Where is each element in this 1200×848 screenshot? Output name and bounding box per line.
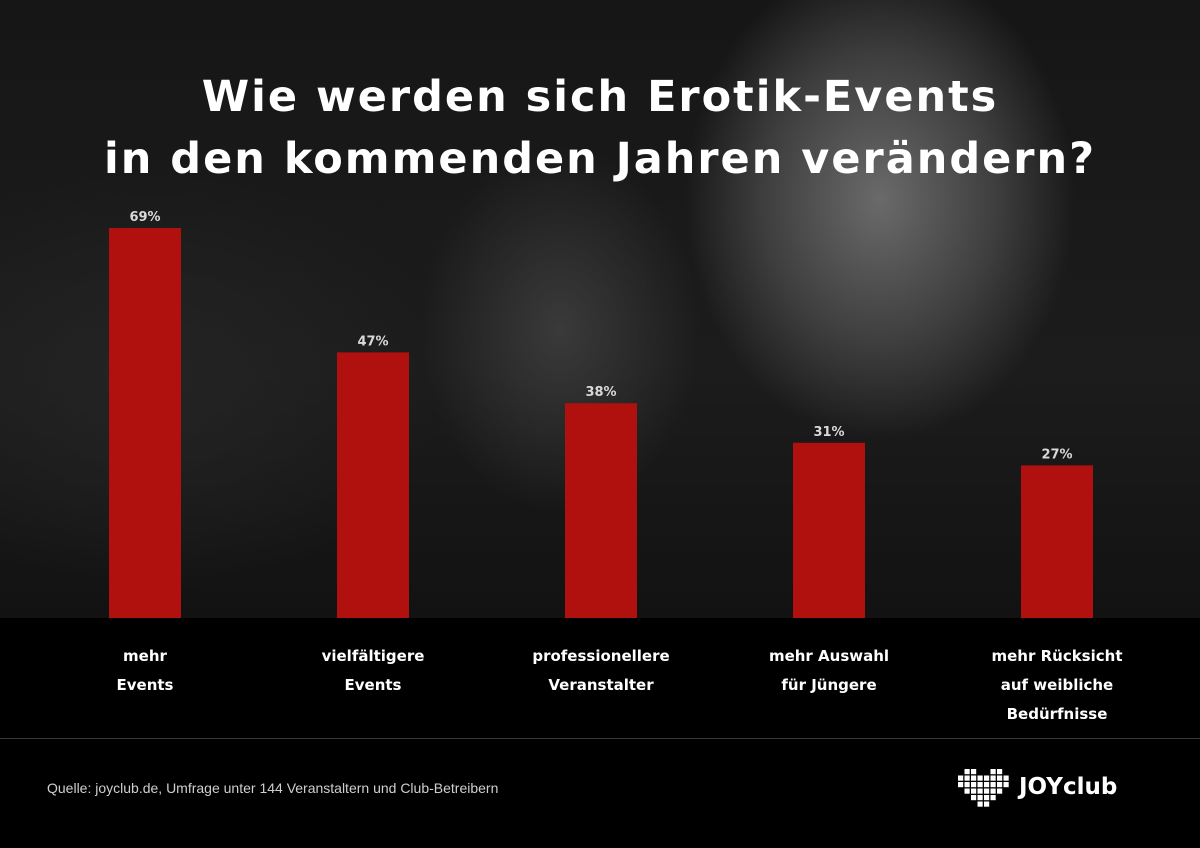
bar-chart: 69% mehr Events 47% vielfältigere Events 38% pr…: [109, 210, 1123, 723]
heart-dot: [984, 782, 990, 788]
value-label-5: 27%: [1041, 447, 1072, 462]
footer-divider: [0, 738, 1200, 739]
heart-dot: [971, 782, 977, 788]
bar-5: [1021, 465, 1093, 618]
chart-title-line-1: Wie werden sich Erotik-Events: [201, 72, 999, 122]
heart-dot: [958, 775, 964, 781]
heart-dot: [984, 788, 990, 794]
heart-dot: [997, 782, 1003, 788]
heart-dot: [990, 775, 996, 781]
category-label-5-line-2: auf weibliche: [1001, 676, 1114, 694]
heart-dots-icon: [958, 769, 1009, 807]
heart-dot: [1003, 782, 1009, 788]
heart-dot: [971, 788, 977, 794]
heart-dot: [984, 801, 990, 807]
heart-dot: [990, 782, 996, 788]
chart-title-line-2: in den kommenden Jahren verändern?: [103, 134, 1097, 184]
heart-dot: [977, 775, 983, 781]
category-label-1-line-2: Events: [117, 676, 174, 694]
heart-dot: [977, 788, 983, 794]
heart-dot: [971, 775, 977, 781]
category-label-5-line-1: mehr Rücksicht: [991, 647, 1122, 665]
bar-4: [793, 442, 865, 618]
heart-dot: [997, 769, 1003, 775]
brand-name: JOYclub: [1019, 774, 1118, 800]
value-label-2: 47%: [357, 334, 388, 349]
heart-dot: [984, 795, 990, 801]
heart-dot: [977, 782, 983, 788]
bar-3: [565, 403, 637, 618]
heart-dot: [990, 769, 996, 775]
heart-dot: [964, 788, 970, 794]
value-label-3: 38%: [585, 385, 616, 400]
heart-dot: [971, 769, 977, 775]
source-note: Quelle: joyclub.de, Umfrage unter 144 Ve…: [47, 780, 499, 796]
category-label-3-line-2: Veranstalter: [548, 676, 654, 694]
heart-dot: [964, 775, 970, 781]
heart-dot: [997, 788, 1003, 794]
heart-dot: [958, 782, 964, 788]
category-label-4-line-2: für Jüngere: [781, 676, 876, 694]
heart-dot: [964, 782, 970, 788]
category-label-1-line-1: mehr: [123, 647, 167, 665]
heart-dot: [990, 788, 996, 794]
category-label-2-line-2: Events: [345, 676, 402, 694]
value-label-1: 69%: [129, 210, 160, 225]
heart-dot: [977, 795, 983, 801]
heart-dot: [1003, 775, 1009, 781]
value-label-4: 31%: [813, 425, 844, 440]
bar-1: [109, 228, 181, 618]
category-label-4-line-1: mehr Auswahl: [769, 647, 889, 665]
heart-dot: [977, 801, 983, 807]
category-label-5-line-3: Bedürfnisse: [1007, 705, 1108, 723]
category-label-3-line-1: professionellere: [532, 647, 669, 665]
chart-title: Wie werden sich Erotik-Events in den kom…: [0, 66, 1200, 190]
bar-2: [337, 352, 409, 618]
heart-dot: [984, 775, 990, 781]
heart-dot: [964, 769, 970, 775]
heart-dot: [997, 775, 1003, 781]
heart-dot: [990, 795, 996, 801]
heart-dot: [971, 795, 977, 801]
category-label-2-line-1: vielfältigere: [322, 647, 425, 665]
brand-logo: JOYclub: [957, 768, 1162, 808]
